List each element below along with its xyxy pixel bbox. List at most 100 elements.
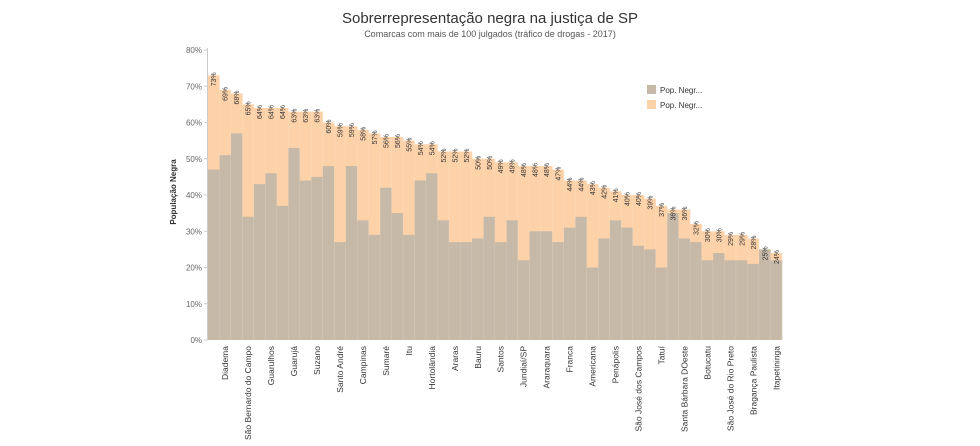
category-label: São José dos Campos xyxy=(634,346,644,432)
y-tick-label: 10% xyxy=(186,300,202,309)
category-label: Hortolândia xyxy=(427,346,437,390)
bar-pop-negra-base xyxy=(770,260,783,340)
bar-pop-negra-base xyxy=(506,220,519,340)
bar-pop-negra-base xyxy=(540,231,553,340)
bars-group xyxy=(208,75,783,340)
data-label: 63% xyxy=(292,109,299,123)
bar-pop-negra-base xyxy=(563,227,576,340)
category-label: Diadema xyxy=(220,346,230,380)
data-label: 60% xyxy=(326,120,333,134)
bar-pop-negra-base xyxy=(265,173,278,340)
data-label: 54% xyxy=(429,141,436,155)
bar-pop-negra-base xyxy=(219,155,232,340)
data-label: 73% xyxy=(211,72,218,86)
data-label: 55% xyxy=(406,138,413,152)
data-label: 25% xyxy=(762,246,769,260)
y-tick-label: 70% xyxy=(186,82,202,91)
data-label: 42% xyxy=(602,185,609,199)
category-label: Araras xyxy=(450,346,460,371)
data-label: 52% xyxy=(452,149,459,163)
y-tick-label: 80% xyxy=(186,46,202,55)
data-label: 63% xyxy=(303,109,310,123)
data-label: 30% xyxy=(705,228,712,242)
bar-pop-negra-base xyxy=(736,260,748,340)
category-label: Sumaré xyxy=(381,346,391,376)
y-tick-label: 30% xyxy=(186,227,202,236)
bar-pop-negra-base xyxy=(667,213,679,340)
bar-pop-negra-base xyxy=(517,260,530,340)
data-label: 49% xyxy=(510,159,517,173)
category-label: Santo André xyxy=(335,346,345,393)
bar-pop-negra-base xyxy=(322,166,335,340)
data-label: 52% xyxy=(441,149,448,163)
bar-pop-negra-total xyxy=(334,126,347,340)
data-label: 56% xyxy=(395,134,402,148)
bar-pop-negra-base xyxy=(586,267,599,340)
bar-pop-negra-base xyxy=(230,133,243,340)
data-label: 57% xyxy=(372,130,379,144)
data-label: 32% xyxy=(693,221,700,235)
bar-pop-negra-base xyxy=(391,213,404,340)
data-label: 36% xyxy=(670,207,677,221)
data-label: 41% xyxy=(613,188,620,202)
legend-swatch-1 xyxy=(647,100,656,109)
data-label: 50% xyxy=(475,156,482,170)
category-label: Bragança Paulista xyxy=(748,346,758,415)
data-label: 40% xyxy=(625,192,632,206)
chart-title: Sobrerrepresentação negra na justiça de … xyxy=(341,10,638,27)
bar-pop-negra-base xyxy=(724,260,737,340)
bar-pop-negra-base xyxy=(621,227,634,340)
category-label: Santos xyxy=(496,346,506,372)
bar-pop-negra-base xyxy=(472,238,484,340)
bar-pop-negra-base xyxy=(690,242,702,340)
y-tick-label: 60% xyxy=(186,119,202,128)
category-label: São Bernardo do Campo xyxy=(243,346,253,440)
data-label: 28% xyxy=(751,236,758,250)
bar-pop-negra-base xyxy=(253,184,266,340)
data-label: 59% xyxy=(338,123,345,137)
bar-pop-negra-base xyxy=(655,267,668,340)
bar-pop-negra-base xyxy=(368,234,381,340)
bar-pop-negra-base xyxy=(437,220,450,340)
y-tick-label: 40% xyxy=(186,191,202,200)
bar-pop-negra-base xyxy=(575,216,588,340)
legend-swatch-0 xyxy=(647,85,656,94)
y-tick-label: 50% xyxy=(186,155,202,164)
data-label: 36% xyxy=(682,207,689,221)
bar-pop-negra-base xyxy=(713,253,725,340)
data-label: 54% xyxy=(418,141,425,155)
category-label: Suzano xyxy=(312,346,322,375)
data-label: 48% xyxy=(521,163,528,177)
data-label: 49% xyxy=(498,159,505,173)
category-label: Tatuí xyxy=(656,345,666,364)
category-label: Guarulhos xyxy=(266,346,276,385)
data-label: 30% xyxy=(716,228,723,242)
chart-subtitle: Comarcas com mais de 100 julgados (tráfi… xyxy=(364,29,616,39)
bar-pop-negra-base xyxy=(380,187,392,340)
bar-pop-negra-base xyxy=(483,216,496,340)
data-label: 52% xyxy=(464,149,471,163)
data-label: 39% xyxy=(647,196,654,210)
bar-pop-negra-base xyxy=(242,216,255,340)
bar-pop-negra-base xyxy=(759,249,771,340)
category-label: Botucatu xyxy=(702,346,712,380)
bar-pop-negra-base xyxy=(299,180,312,340)
category-label: Campinas xyxy=(358,346,368,384)
bar-pop-negra-base xyxy=(552,242,565,340)
bar-pop-negra-base xyxy=(598,238,611,340)
data-label: 63% xyxy=(315,109,322,123)
data-label: 64% xyxy=(269,105,276,119)
bar-pop-negra-base xyxy=(208,169,220,340)
data-label: 68% xyxy=(234,91,241,105)
bar-pop-negra-base xyxy=(414,180,427,340)
data-label: 48% xyxy=(544,163,551,177)
bar-pop-negra-base xyxy=(644,249,657,340)
legend-label-0: Pop. Negr... xyxy=(660,86,702,95)
bar-pop-negra-total xyxy=(586,184,599,340)
data-label: 44% xyxy=(579,178,586,192)
category-label: Bauru xyxy=(473,346,483,369)
category-label: Itapetininga xyxy=(771,346,781,390)
y-tick-label: 0% xyxy=(190,336,202,345)
bar-pop-negra-base xyxy=(701,260,714,340)
